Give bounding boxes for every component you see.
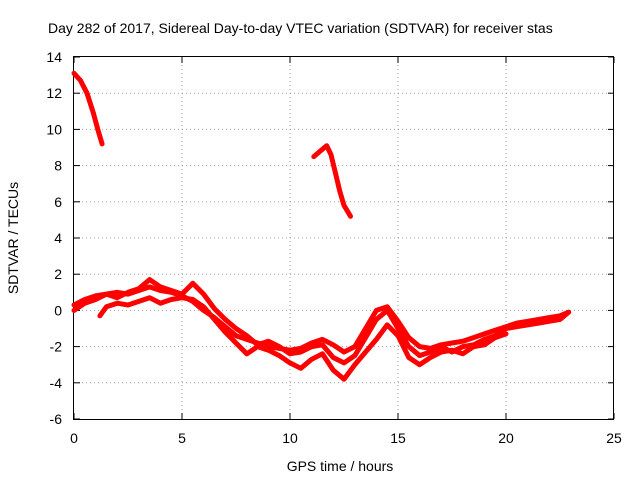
series-layer bbox=[71, 70, 572, 382]
y-tick-label: 10 bbox=[46, 121, 62, 137]
y-tick-label: 2 bbox=[54, 266, 62, 282]
x-tick-label: 20 bbox=[498, 430, 514, 446]
grid-layer bbox=[74, 57, 614, 419]
y-tick-label: -4 bbox=[50, 375, 63, 391]
y-tick-label: 12 bbox=[46, 85, 62, 101]
series-line-band-1 bbox=[71, 284, 572, 355]
x-axis-title: GPS time / hours bbox=[287, 458, 394, 474]
y-tick-label: -2 bbox=[50, 339, 63, 355]
series-line-segment-1 bbox=[71, 70, 105, 147]
y-axis-title: SDTVAR / TECUs bbox=[5, 182, 21, 294]
x-tick-label: 0 bbox=[70, 430, 78, 446]
tick-layer: 0 5 10 15 20 25 -6 -4 -2 0 2 4 6 8 10 12 14 bbox=[46, 49, 622, 446]
y-tick-label: 6 bbox=[54, 194, 62, 210]
y-tick-label: 14 bbox=[46, 49, 62, 65]
x-tick-label: 10 bbox=[282, 430, 298, 446]
y-tick-label: 4 bbox=[54, 230, 62, 246]
chart-title: Day 282 of 2017, Sidereal Day-to-day VTE… bbox=[48, 20, 553, 36]
y-tick-label: -6 bbox=[50, 411, 63, 427]
series-line-segment-2 bbox=[311, 143, 353, 219]
y-tick-label: 8 bbox=[54, 158, 62, 174]
x-tick-label: 25 bbox=[606, 430, 622, 446]
y-tick-label: 0 bbox=[54, 302, 62, 318]
series-line-band-3 bbox=[97, 295, 509, 382]
series-line-band-2 bbox=[71, 277, 572, 366]
x-tick-label: 15 bbox=[390, 430, 406, 446]
x-tick-label: 5 bbox=[178, 430, 186, 446]
